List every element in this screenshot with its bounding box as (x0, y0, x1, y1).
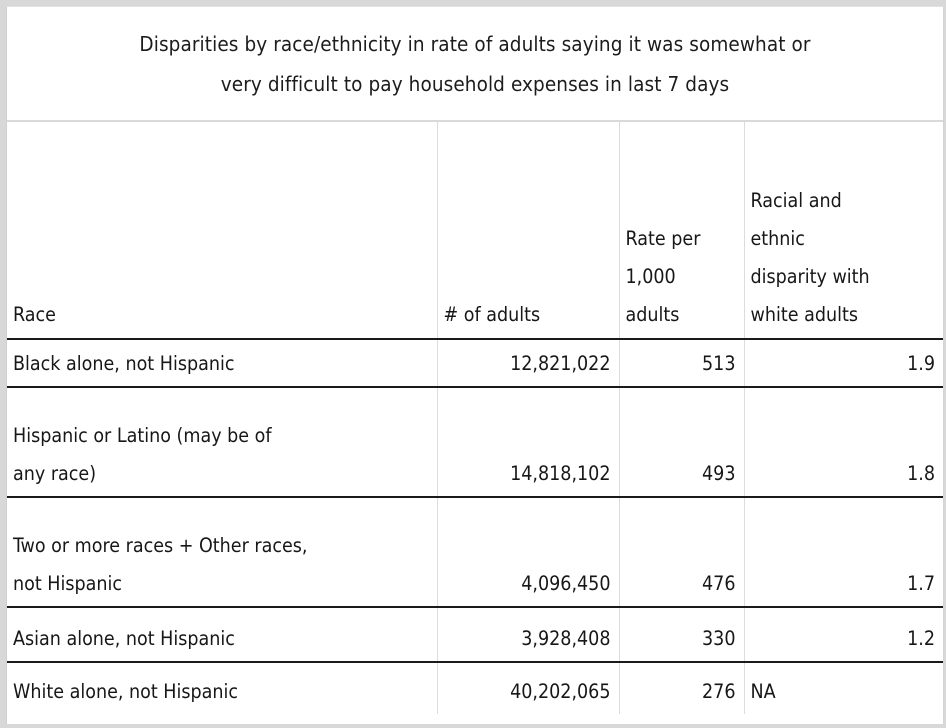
column-header-racial-ethnic-disparity: Racial and ethnic disparity with white a… (743, 122, 943, 339)
cell-rate: 493 (618, 386, 744, 497)
cell-rate: 513 (618, 338, 744, 387)
cell-disparity: 1.9 (743, 338, 943, 387)
title-line-2: very difficult to pay household expenses… (220, 71, 730, 96)
cell-race: Two or more races + Other races, not His… (7, 496, 437, 607)
cell-adults: 14,818,102 (436, 386, 619, 497)
table-header-row: Race # of adults Rate per 1,000 adults R… (7, 122, 943, 339)
table-row: Hispanic or Latino (may be of any race) … (7, 386, 943, 497)
cell-disparity: 1.2 (743, 606, 943, 662)
cell-adults: 40,202,065 (436, 661, 619, 714)
cell-disparity: NA (743, 661, 943, 714)
cell-adults: 3,928,408 (436, 606, 619, 662)
cell-race: Asian alone, not Hispanic (7, 606, 437, 662)
disparities-table: Race # of adults Rate per 1,000 adults R… (7, 122, 943, 714)
column-header-race: Race (13, 303, 56, 326)
table-figure: Disparities by race/ethnicity in rate of… (6, 6, 944, 724)
table-row: Asian alone, not Hispanic 3,928,408 330 … (7, 606, 943, 662)
table-row: Black alone, not Hispanic 12,821,022 513… (7, 338, 943, 387)
cell-race: Hispanic or Latino (may be of any race) (7, 386, 437, 497)
cell-race: Black alone, not Hispanic (7, 338, 437, 387)
column-header-rate-per-1000-adults: Rate per 1,000 adults (618, 122, 744, 339)
cell-disparity: 1.7 (743, 496, 943, 607)
column-header-number-of-adults: # of adults (436, 122, 619, 339)
cell-rate: 330 (618, 606, 744, 662)
cell-rate: 476 (618, 496, 744, 607)
figure-title: Disparities by race/ethnicity in rate of… (7, 7, 943, 122)
table-row: Two or more races + Other races, not His… (7, 496, 943, 607)
cell-race: White alone, not Hispanic (7, 661, 437, 714)
title-line-1: Disparities by race/ethnicity in rate of… (139, 31, 811, 56)
cell-disparity: 1.8 (743, 386, 943, 497)
cell-rate: 276 (618, 661, 744, 714)
table-row: White alone, not Hispanic 40,202,065 276… (7, 661, 943, 714)
cell-adults: 12,821,022 (436, 338, 619, 387)
cell-adults: 4,096,450 (436, 496, 619, 607)
